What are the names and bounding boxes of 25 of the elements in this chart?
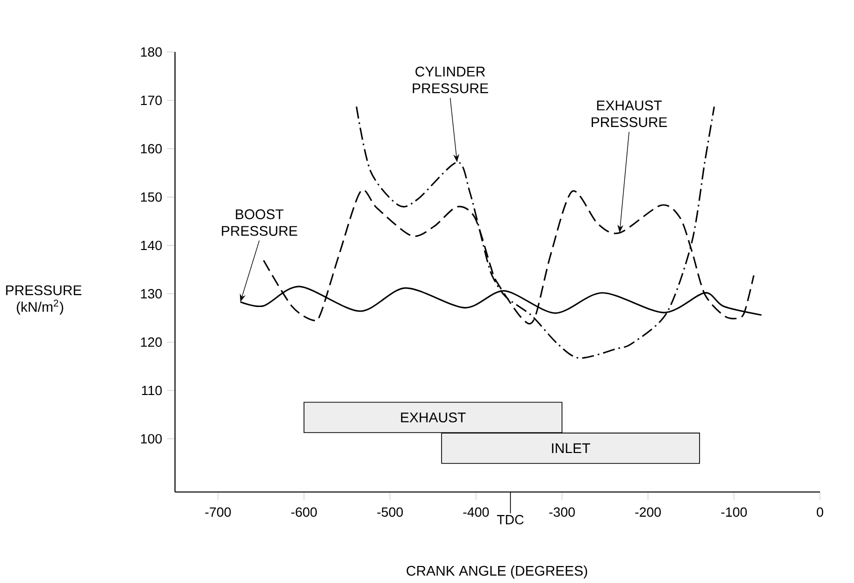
x-tick-label: -600 [291, 507, 317, 517]
x-tick-label: -500 [377, 507, 403, 517]
y-tick-label: 150 [141, 192, 162, 202]
text: CYLINDER PRESSURE [412, 66, 488, 94]
x-tick-label: -100 [721, 507, 747, 517]
x-tick-label: -200 [635, 507, 661, 517]
y-axis-title: PRESSURE (kN/m$^{2}$) [6, 285, 82, 315]
ref-line-label: TDC [496, 514, 524, 524]
x-tick-label: -700 [205, 507, 231, 517]
x-axis-title: CRANK ANGLE (DEGREES) [406, 565, 588, 579]
x-tick-label: -300 [549, 507, 575, 517]
y-tick-label: 170 [141, 96, 162, 106]
y-tick-label: 120 [141, 337, 162, 347]
text: BOOST PRESSURE [222, 209, 298, 236]
y-tick-label: 100 [141, 434, 162, 444]
band-label: EXHAUST [401, 412, 466, 422]
x-tick-label: 0 [816, 507, 824, 517]
band-label: INLET [552, 443, 590, 454]
y-tick-label: 160 [141, 144, 162, 154]
x-tick-label: -400 [463, 507, 489, 517]
y-tick-label: 130 [141, 289, 162, 298]
y-tick-label: 180 [141, 47, 162, 57]
text: EXHAUST PRESSURE [592, 100, 667, 128]
y-tick-label: 140 [141, 240, 162, 250]
y-tick-label: 110 [142, 386, 162, 396]
